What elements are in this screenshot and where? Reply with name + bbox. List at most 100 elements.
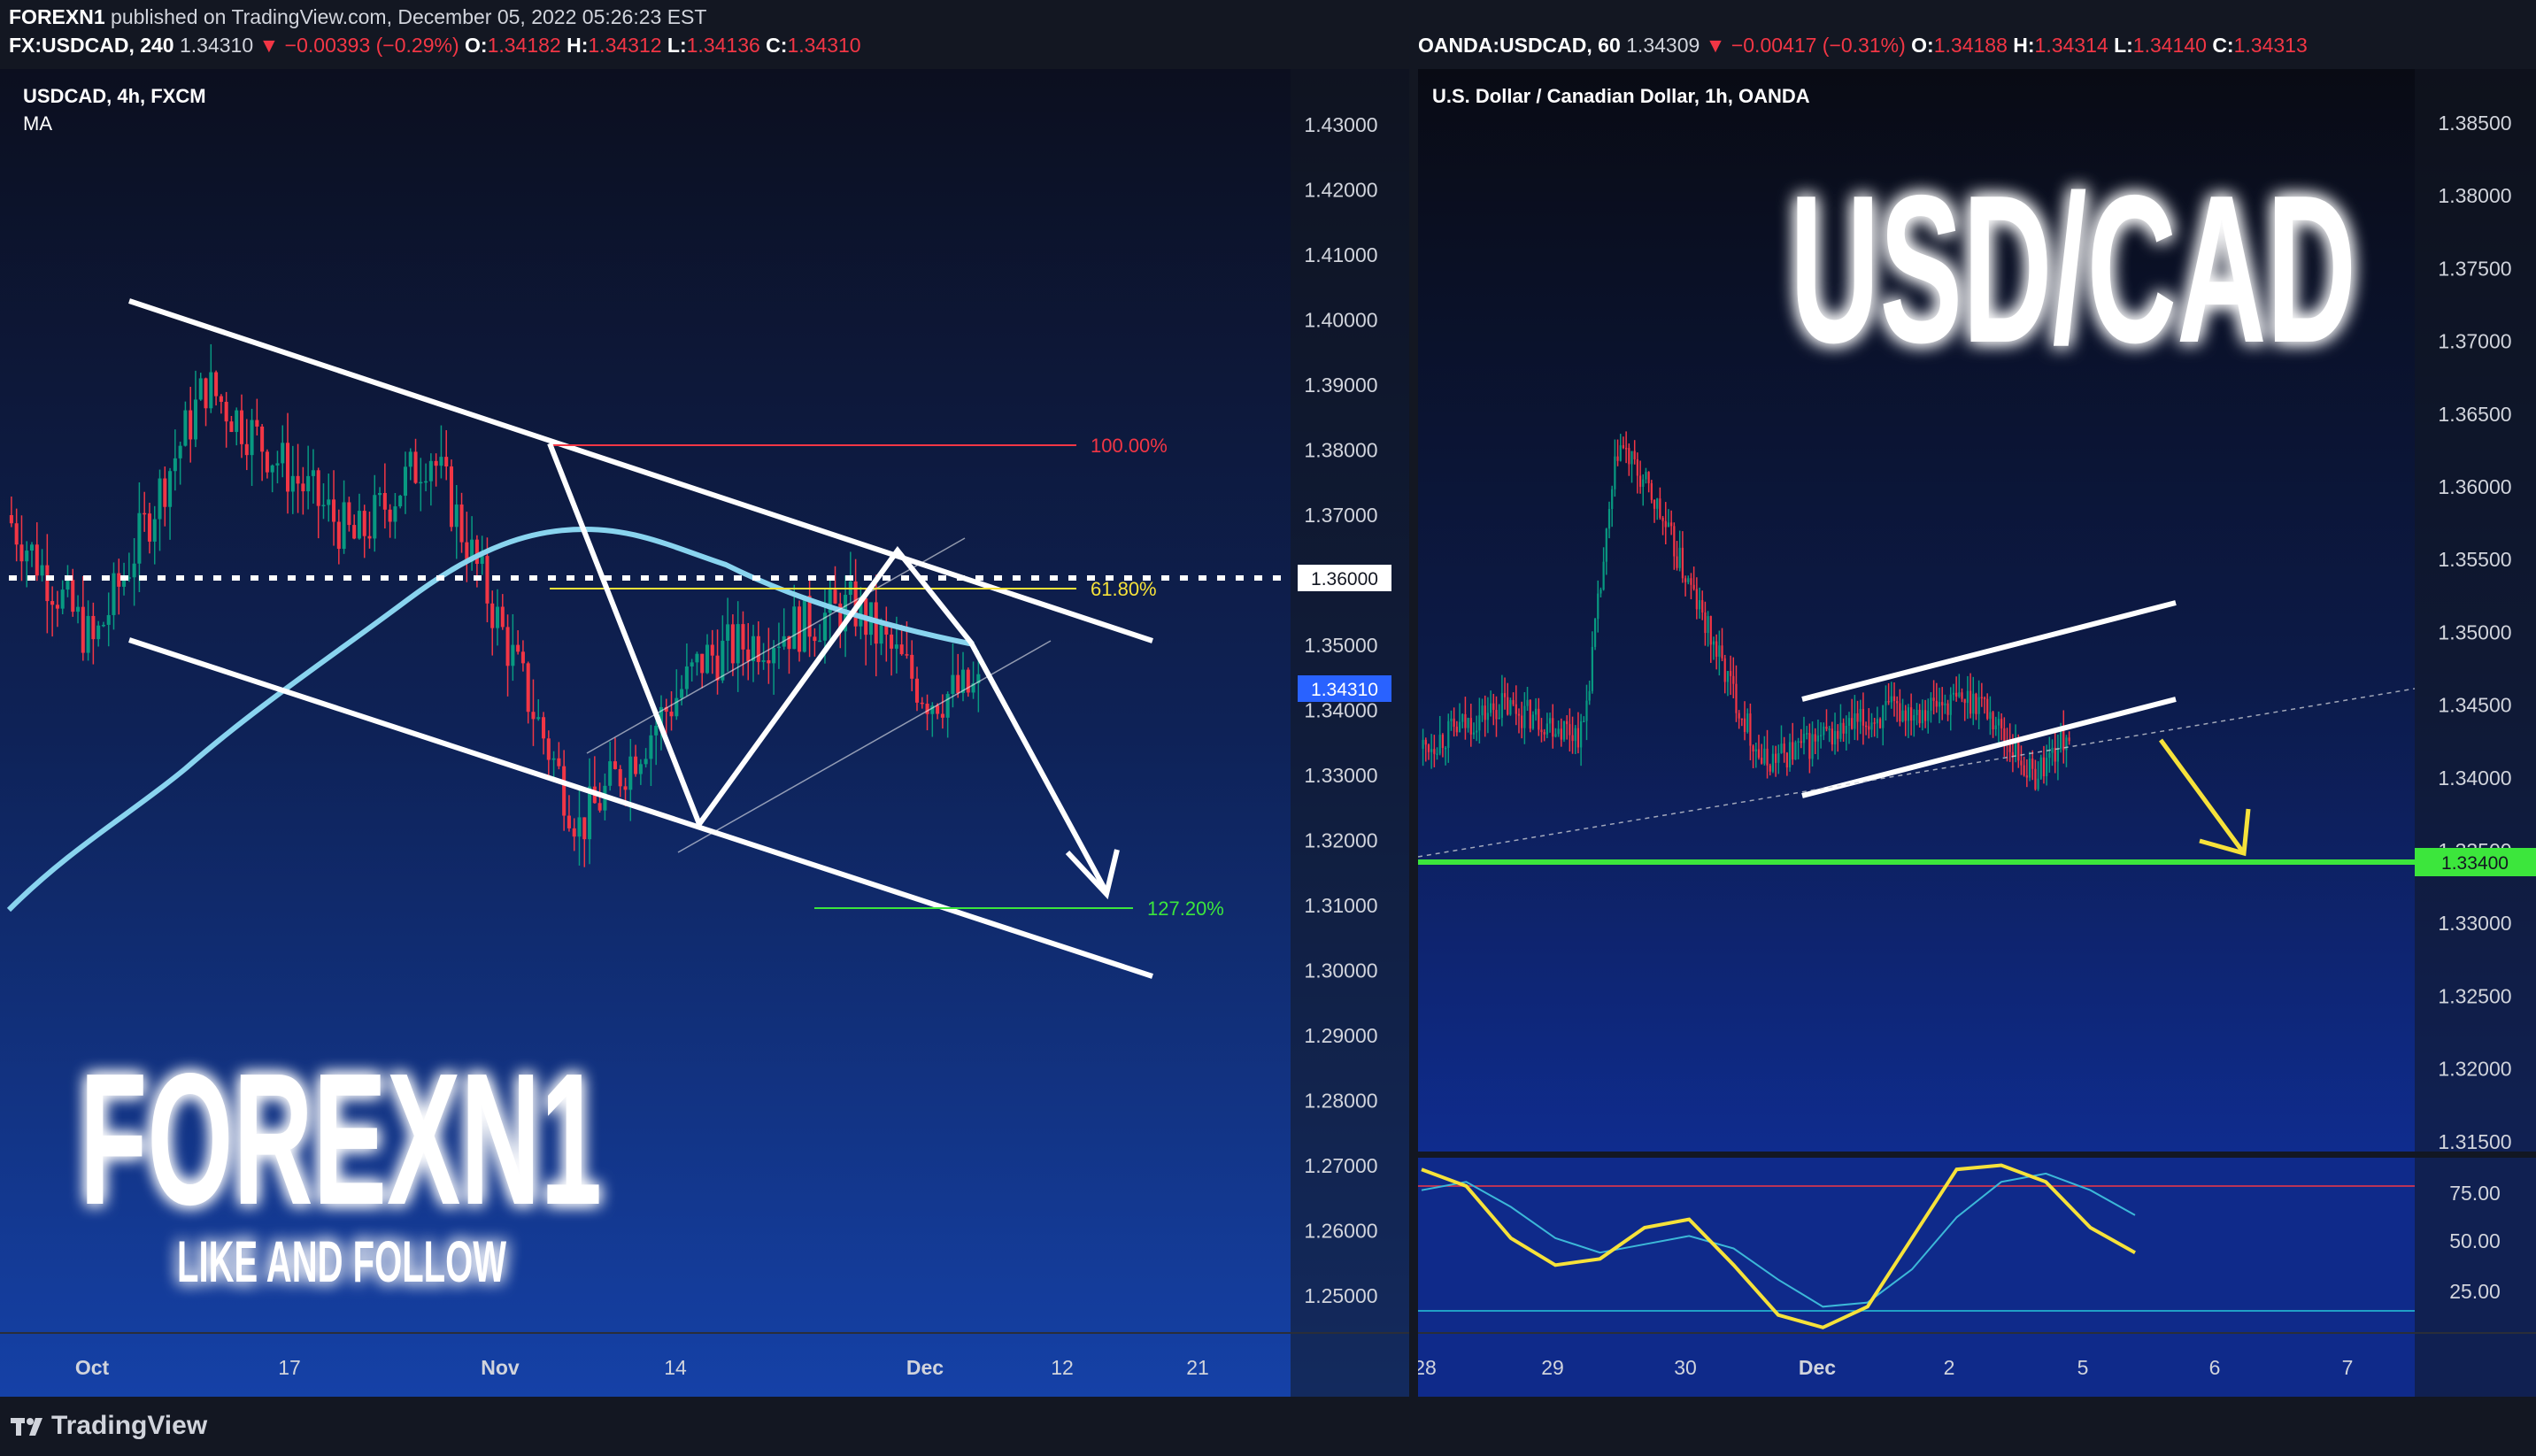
right-candle (1676, 556, 1678, 568)
right-candle (1949, 694, 1952, 715)
publisher-name[interactable]: FOREXN1 (9, 5, 105, 28)
left-candle (557, 758, 561, 767)
left-candle (700, 653, 705, 674)
right-candle (2000, 719, 2003, 728)
right-candle (1472, 732, 1476, 735)
right-candle (1622, 445, 1625, 449)
right-open: 1.34188 (1933, 34, 2008, 57)
right-candle (1983, 697, 1986, 699)
down-arrow-yellow[interactable] (2158, 738, 2247, 855)
right-candle (1785, 752, 1788, 768)
left-x-tick: 12 (1051, 1356, 1074, 1379)
right-candle (1986, 698, 1989, 720)
right-candle (1777, 752, 1780, 763)
right-candle (1611, 489, 1614, 509)
right-candle (1825, 726, 1828, 729)
channel-upper-line[interactable] (128, 298, 1153, 643)
right-last: 1.34309 (1626, 34, 1700, 57)
left-candle (526, 663, 530, 713)
left-indicator-label: MA (23, 112, 52, 135)
right-candle (1930, 697, 1932, 711)
right-candle (1512, 699, 1515, 705)
right-candle (1746, 713, 1749, 732)
channel-lower-line[interactable] (128, 637, 1153, 979)
right-candle (1726, 671, 1730, 682)
right-candles (1422, 431, 2070, 791)
fib-618-label: 61.80% (1091, 578, 1157, 600)
right-candle (2048, 752, 2051, 759)
left-candle (224, 401, 228, 422)
rising-channel-lower[interactable] (1801, 697, 2177, 798)
right-candle (1650, 482, 1653, 500)
zigzag-pattern[interactable] (547, 442, 1109, 894)
right-candle (1735, 683, 1738, 713)
left-candle (347, 502, 351, 526)
right-candle (1447, 720, 1450, 748)
left-symbol[interactable]: FX:USDCAD, 240 (9, 34, 174, 57)
right-x-axis-labels: 28 29 30 Dec 2 5 6 7 (1418, 1356, 2353, 1379)
left-open: 1.34182 (487, 34, 561, 57)
left-candle (649, 735, 653, 759)
left-chart-svg[interactable]: 1.43000 1.42000 1.41000 1.40000 1.39000 1.380… (0, 69, 1409, 1397)
left-y-tick: 1.33000 (1304, 764, 1377, 787)
left-candle (9, 515, 13, 524)
left-candle (726, 624, 730, 641)
right-candle (1904, 710, 1907, 721)
dashed-trendline[interactable] (1418, 688, 2416, 858)
right-candle (1538, 708, 1540, 730)
right-candle (1887, 701, 1890, 703)
left-candle (792, 606, 797, 650)
right-candle (1602, 561, 1605, 590)
left-candle (695, 653, 699, 663)
right-candle (1704, 612, 1707, 634)
right-candle (1738, 713, 1740, 719)
left-candle (966, 669, 970, 693)
tradingview-logo[interactable]: TradingView (11, 1411, 207, 1441)
right-chart-panel[interactable]: 1.38500 1.38000 1.37500 1.37000 1.36500 1.360… (1418, 69, 2536, 1397)
left-candle (459, 505, 464, 543)
right-candle (1486, 713, 1490, 720)
left-candle (137, 512, 142, 564)
right-candle (2020, 760, 2023, 766)
right-candle (1851, 718, 1854, 729)
stochastic-pane[interactable] (1418, 1158, 2536, 1397)
left-candle (306, 475, 311, 492)
right-chart-svg[interactable]: 1.38500 1.38000 1.37500 1.37000 1.36500 1.360… (1418, 69, 2536, 1397)
left-candle (40, 565, 44, 576)
left-candle (746, 649, 751, 662)
left-candle (976, 674, 981, 683)
right-price-axis[interactable] (2415, 69, 2536, 1397)
right-candle (1633, 451, 1636, 459)
right-candle (1845, 725, 1847, 734)
pane-separator[interactable] (1418, 1152, 2536, 1158)
rising-channel-upper[interactable] (1801, 600, 2177, 702)
panel-divider[interactable] (1409, 69, 1418, 1397)
left-y-tick: 1.37000 (1304, 504, 1377, 527)
right-candle (1769, 765, 1771, 772)
right-candle (1552, 718, 1554, 737)
left-candle (327, 499, 331, 505)
right-candle (1433, 749, 1436, 754)
left-chart-panel[interactable]: 1.43000 1.42000 1.41000 1.40000 1.39000 1.380… (0, 69, 1409, 1397)
right-candle (1438, 735, 1441, 754)
right-candle (1963, 698, 1966, 704)
left-candle (664, 706, 668, 713)
left-y-tick: 1.38000 (1304, 439, 1377, 462)
left-candle (101, 624, 105, 627)
left-candle (505, 627, 510, 666)
left-x-tick: 17 (278, 1356, 301, 1379)
right-candle (2056, 749, 2060, 762)
right-candle (1721, 645, 1723, 659)
left-candle (424, 481, 428, 483)
left-y-tick: 1.28000 (1304, 1090, 1377, 1113)
left-y-tick: 1.29000 (1304, 1024, 1377, 1047)
right-candle (1628, 448, 1630, 465)
right-candle (1645, 472, 1647, 480)
left-candle (531, 712, 536, 720)
left-price-axis[interactable] (1291, 69, 1409, 1397)
right-candle (1495, 710, 1498, 720)
right-candle (1729, 671, 1732, 676)
left-candle (143, 512, 147, 515)
stoch-k-line (1421, 1163, 2136, 1329)
right-symbol[interactable]: OANDA:USDCAD, 60 (1418, 34, 1621, 57)
